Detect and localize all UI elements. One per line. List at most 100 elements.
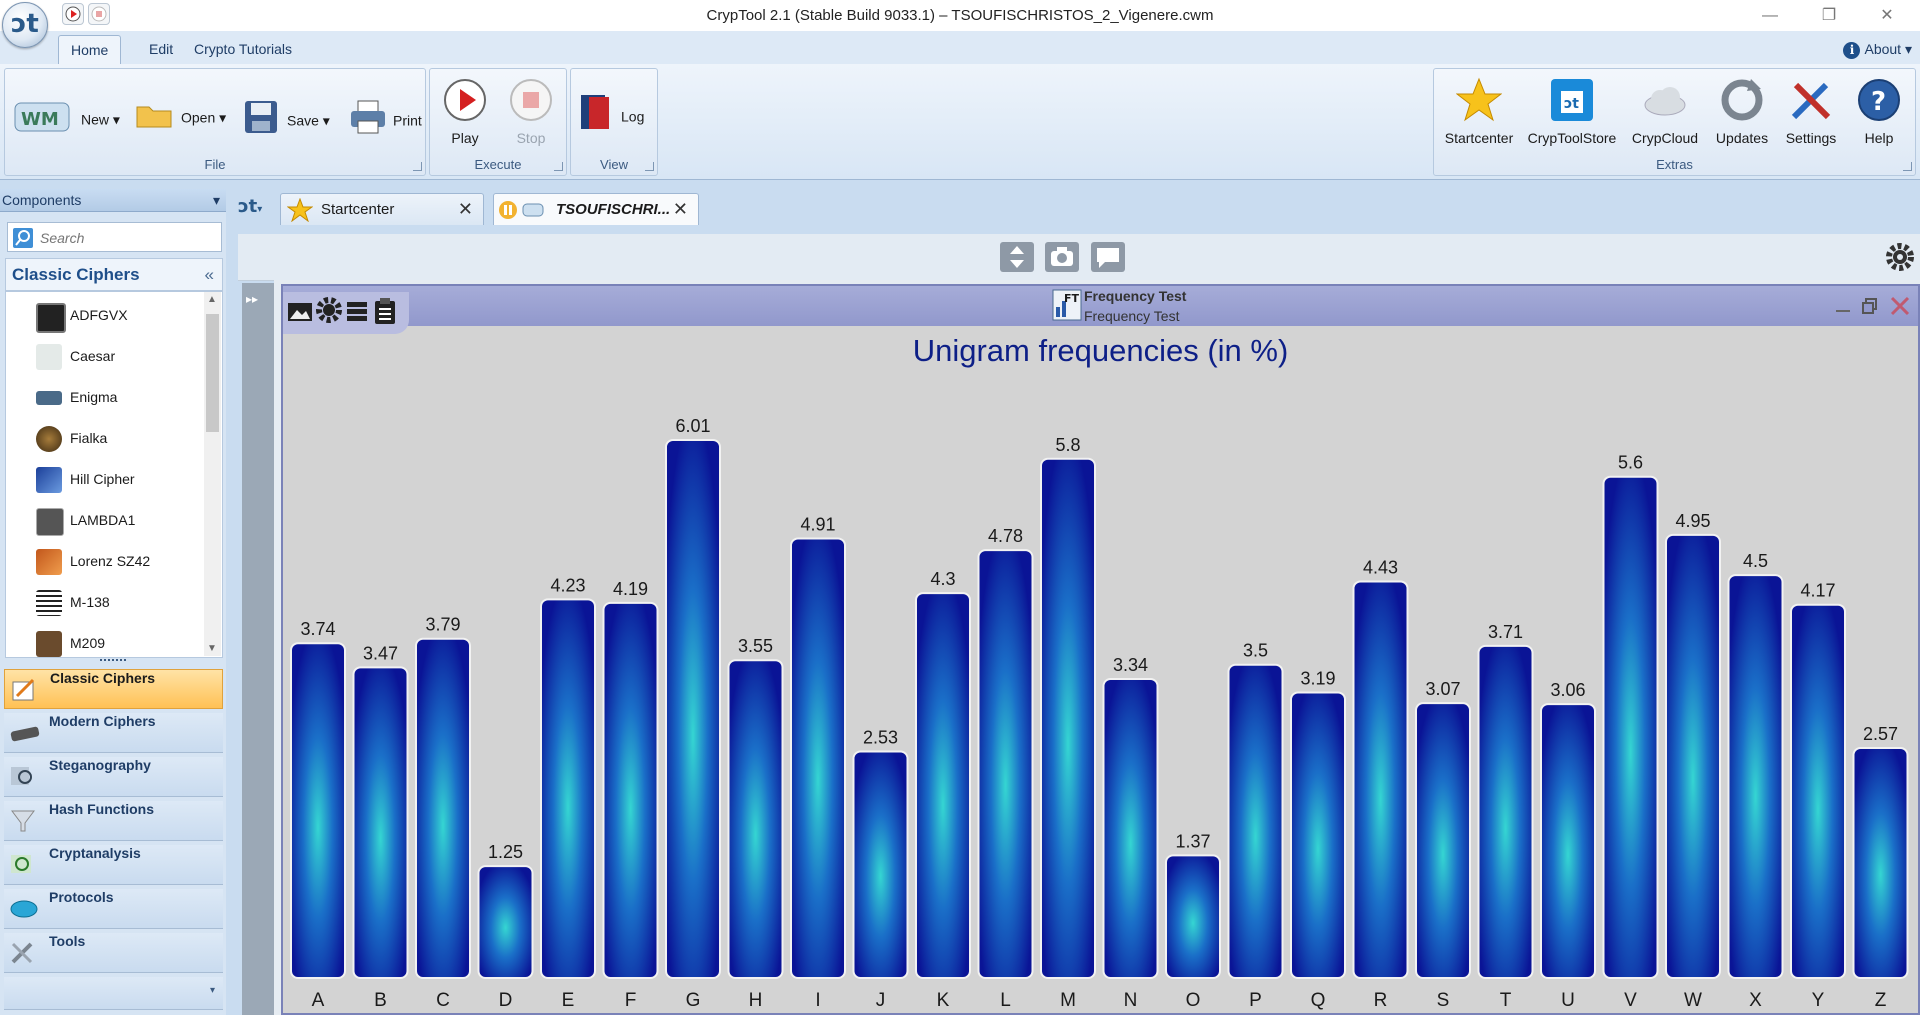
- extras-group: Startcenter ↄt CrypToolStore CrypCloud U…: [1433, 68, 1916, 176]
- nav-modern-ciphers[interactable]: Modern Ciphers: [4, 713, 223, 753]
- startcenter-button[interactable]: Startcenter: [1438, 77, 1520, 146]
- speech-bubble-icon: [1091, 242, 1125, 272]
- comment-button[interactable]: [1091, 242, 1125, 272]
- plugin-close-button[interactable]: [1890, 296, 1910, 316]
- category-label-A: A: [312, 990, 325, 1011]
- help-button[interactable]: ? Help: [1848, 77, 1910, 146]
- settings-button[interactable]: Settings: [1778, 77, 1844, 146]
- nav-classic-ciphers[interactable]: Classic Ciphers: [4, 669, 223, 709]
- fit-icon: [1000, 242, 1034, 272]
- nav-steganography[interactable]: Steganography: [4, 757, 223, 797]
- app-menu-button[interactable]: ↄt: [2, 2, 48, 48]
- category-label-M: M: [1060, 990, 1076, 1011]
- value-label-O: 1.37: [1175, 831, 1210, 851]
- play-button[interactable]: Play: [440, 77, 490, 146]
- list-scrollbar[interactable]: ▲ ▼: [204, 292, 221, 656]
- m209-icon: [36, 631, 62, 657]
- clipboard-icon[interactable]: [373, 297, 397, 325]
- quick-play-button[interactable]: [62, 3, 84, 25]
- play-icon: [442, 77, 488, 123]
- file-group: WM New ▾ Open ▾ Save ▾ Print File: [4, 68, 426, 176]
- bar-E: [541, 599, 595, 978]
- tab-startcenter[interactable]: Startcenter ✕: [280, 193, 484, 225]
- search-input[interactable]: [38, 227, 217, 249]
- about-button[interactable]: i About ▾: [1843, 41, 1912, 59]
- plugin-restore-button[interactable]: [1862, 298, 1878, 314]
- search-field[interactable]: [7, 222, 222, 252]
- printer-icon: [349, 99, 387, 145]
- svg-text:ↄt: ↄt: [1564, 96, 1579, 112]
- chart-title: Unigram frequencies (in %): [283, 333, 1918, 369]
- minimize-button[interactable]: —: [1747, 0, 1793, 31]
- screenshot-button[interactable]: [1045, 242, 1079, 272]
- close-window-button[interactable]: ✕: [1864, 0, 1910, 31]
- nav-hash-functions[interactable]: Hash Functions: [4, 801, 223, 841]
- save-button[interactable]: Save ▾: [243, 99, 330, 129]
- execute-group-label: Execute: [430, 157, 566, 172]
- updates-button[interactable]: Updates: [1708, 77, 1776, 146]
- value-label-P: 3.5: [1243, 641, 1268, 661]
- crypcloud-button[interactable]: CrypCloud: [1624, 77, 1706, 146]
- nav-protocols[interactable]: Protocols: [4, 889, 223, 929]
- bar-F: [604, 603, 658, 978]
- stop-icon: [508, 77, 554, 123]
- open-button[interactable]: Open ▾: [135, 99, 226, 129]
- bar-S: [1416, 703, 1470, 978]
- tab-home[interactable]: Home: [58, 35, 121, 65]
- cryptoolstore-button[interactable]: ↄt CrypToolStore: [1522, 77, 1622, 146]
- new-button[interactable]: WM New ▾: [13, 97, 120, 127]
- camera-icon: [1045, 242, 1079, 272]
- bar-L: [979, 550, 1033, 978]
- component-list: ADFGVX Caesar Enigma Fialka Hill Cipher …: [5, 291, 223, 658]
- category-label-D: D: [499, 990, 513, 1011]
- wrench-icon: [10, 941, 36, 965]
- value-label-T: 3.71: [1488, 622, 1523, 642]
- cryptool-logo-icon: ↄt: [11, 9, 39, 39]
- data-view-icon[interactable]: [346, 300, 368, 322]
- close-tab-icon[interactable]: ✕: [673, 199, 688, 220]
- view-group-launcher[interactable]: [645, 162, 654, 171]
- value-label-A: 3.74: [300, 619, 335, 639]
- updates-label: Updates: [1708, 130, 1776, 146]
- pencil-paper-icon: [11, 678, 37, 702]
- extras-group-launcher[interactable]: [1903, 162, 1912, 171]
- m138-icon: [36, 590, 62, 616]
- restore-button[interactable]: ❐: [1806, 0, 1852, 31]
- tab-workspace[interactable]: TSOUFISCHRI... ✕: [493, 193, 699, 225]
- nav-cryptanalysis[interactable]: Cryptanalysis: [4, 845, 223, 885]
- category-label-C: C: [436, 990, 450, 1011]
- category-label-K: K: [937, 990, 950, 1011]
- print-button[interactable]: Print: [349, 99, 422, 129]
- fit-to-screen-button[interactable]: [1000, 242, 1034, 272]
- value-label-W: 4.95: [1675, 511, 1710, 531]
- file-group-launcher[interactable]: [413, 162, 422, 171]
- splitter-grip[interactable]: [100, 659, 126, 665]
- category-label-H: H: [749, 990, 763, 1011]
- bar-P: [1229, 665, 1283, 978]
- collapse-icon[interactable]: «: [205, 259, 214, 290]
- value-label-I: 4.91: [800, 514, 835, 534]
- log-button[interactable]: Log: [579, 93, 644, 123]
- value-label-Z: 2.57: [1863, 724, 1898, 744]
- gear-icon[interactable]: [315, 296, 343, 324]
- nav-overflow-button[interactable]: ▾: [4, 977, 223, 1010]
- presentation-icon[interactable]: [287, 298, 313, 324]
- tab-crypto-tutorials[interactable]: Crypto Tutorials: [182, 35, 304, 64]
- fialka-icon: [36, 426, 62, 452]
- plugin-minimize-button[interactable]: [1836, 296, 1850, 312]
- stop-button[interactable]: Stop: [506, 77, 556, 146]
- cloud-icon: [1642, 77, 1688, 123]
- extras-group-label: Extras: [1434, 157, 1915, 172]
- bar-O: [1166, 855, 1220, 978]
- components-header[interactable]: Components ▾: [0, 189, 226, 212]
- nav-tools[interactable]: Tools: [4, 933, 223, 973]
- category-label-E: E: [562, 990, 575, 1011]
- execute-group-launcher[interactable]: [554, 162, 563, 171]
- tab-edit[interactable]: Edit: [137, 35, 185, 64]
- expand-panel-icon[interactable]: ▸▸: [246, 292, 258, 306]
- close-tab-icon[interactable]: ✕: [458, 199, 473, 220]
- workspace-settings-button[interactable]: [1885, 242, 1915, 272]
- value-label-Q: 3.19: [1300, 668, 1335, 688]
- quick-stop-button[interactable]: [88, 3, 110, 25]
- document-menu-button[interactable]: ↄt▾: [238, 196, 272, 222]
